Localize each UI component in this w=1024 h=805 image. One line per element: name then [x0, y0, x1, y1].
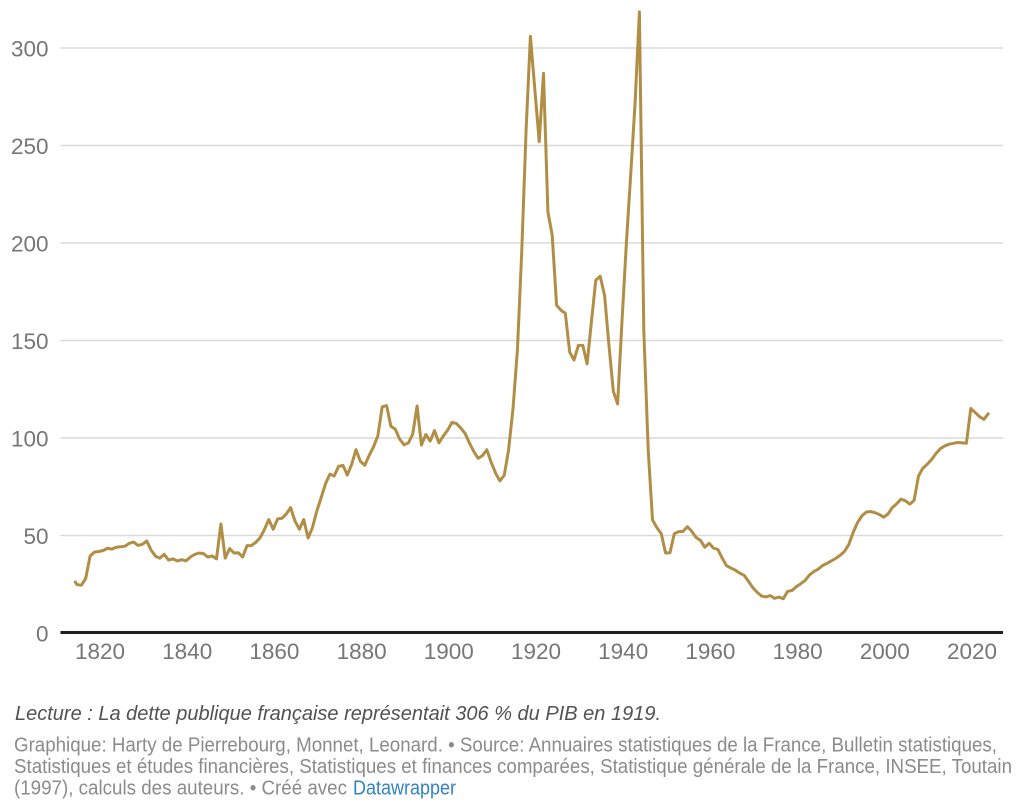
svg-text:0: 0 [36, 622, 49, 647]
svg-text:Statistiques et études financi: Statistiques et études financières, Stat… [14, 756, 1012, 778]
svg-text:1880: 1880 [337, 639, 387, 664]
svg-text:1900: 1900 [424, 639, 474, 664]
svg-text:1840: 1840 [162, 639, 212, 664]
svg-text:Lecture : La dette publique fr: Lecture : La dette publique française re… [15, 703, 661, 725]
svg-text:2020: 2020 [947, 639, 997, 664]
svg-text:1920: 1920 [511, 639, 561, 664]
svg-text:Datawrapper: Datawrapper [353, 778, 456, 800]
svg-text:250: 250 [11, 134, 49, 159]
svg-text:200: 200 [11, 232, 49, 257]
svg-text:1980: 1980 [773, 639, 823, 664]
svg-text:150: 150 [11, 329, 49, 354]
svg-text:1940: 1940 [598, 639, 648, 664]
svg-text:300: 300 [11, 37, 49, 62]
svg-text:Graphique: Harty de Pierrebour: Graphique: Harty de Pierrebourg, Monnet,… [14, 735, 997, 757]
svg-text:2000: 2000 [860, 639, 910, 664]
svg-text:1960: 1960 [685, 639, 735, 664]
svg-text:50: 50 [23, 524, 48, 549]
svg-text:100: 100 [11, 427, 49, 452]
svg-text:1820: 1820 [75, 639, 125, 664]
svg-text:1860: 1860 [249, 639, 299, 664]
svg-text:(1997), calculs des auteurs. •: (1997), calculs des auteurs. • Créé avec [14, 778, 347, 800]
